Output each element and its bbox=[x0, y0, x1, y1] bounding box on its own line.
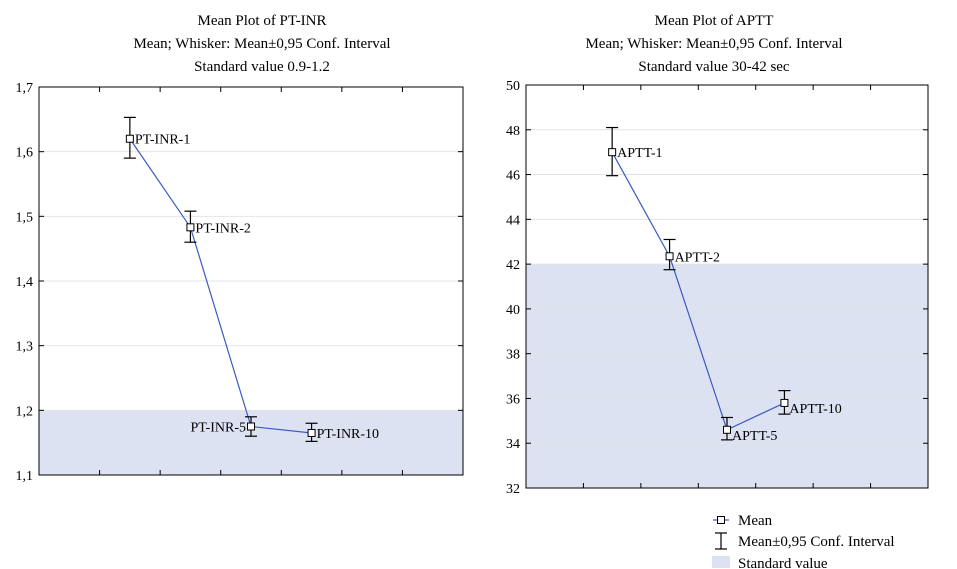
chart-subtitle: Mean; Whisker: Mean±0,95 Conf. Interval bbox=[585, 36, 842, 52]
y-tick-label: 48 bbox=[506, 124, 520, 139]
mean-marker bbox=[247, 422, 255, 431]
y-tick-label: 1,2 bbox=[16, 404, 34, 419]
mean-marker bbox=[780, 398, 789, 407]
chart-title: Mean Plot of APTT bbox=[655, 13, 774, 29]
mean-marker bbox=[665, 252, 674, 261]
y-tick-label: 44 bbox=[506, 213, 520, 228]
legend-ci-symbol bbox=[715, 532, 727, 550]
point-label: PT-INR-10 bbox=[317, 427, 380, 442]
y-tick-label: 34 bbox=[506, 437, 520, 452]
y-tick-label: 36 bbox=[506, 392, 520, 407]
chart-pt-inr: Mean Plot of PT-INR Mean; Whisker: Mean±… bbox=[16, 13, 464, 484]
chart-title: Mean Plot of PT-INR bbox=[197, 13, 326, 29]
point-label: PT-INR-1 bbox=[135, 133, 191, 148]
point-label: APTT-10 bbox=[789, 402, 841, 417]
plot-frame bbox=[525, 84, 929, 489]
point-label: APTT-1 bbox=[617, 146, 662, 161]
y-tick-label: 1,4 bbox=[16, 275, 34, 290]
y-tick-label: 1,5 bbox=[16, 210, 34, 225]
chart-subtitle: Mean; Whisker: Mean±0,95 Conf. Interval bbox=[133, 36, 390, 52]
y-tick-label: 38 bbox=[506, 348, 520, 363]
y-tick-label: 32 bbox=[506, 482, 520, 497]
chart-standard-note: Standard value 0.9-1.2 bbox=[194, 59, 330, 75]
standard-value-band bbox=[526, 264, 928, 488]
y-tick-label: 1,7 bbox=[16, 81, 34, 96]
mean-marker bbox=[186, 223, 195, 232]
plot-area-aptt: 32 34 36 38 40 42 44 46 48 50 APTT-1 APTT-2 APTT-5 AP… bbox=[506, 79, 929, 497]
y-tick-label: 50 bbox=[506, 79, 520, 94]
series-mean-line bbox=[611, 151, 785, 431]
y-tick-label: 1,1 bbox=[16, 469, 34, 484]
y-tick-label: 42 bbox=[506, 258, 520, 273]
mean-marker bbox=[125, 134, 134, 143]
legend-band-swatch bbox=[712, 556, 730, 568]
y-tick-label: 1,3 bbox=[16, 340, 34, 355]
legend-mean-symbol bbox=[713, 516, 729, 524]
point-label: PT-INR-5 bbox=[191, 421, 247, 436]
chart-standard-note: Standard value 30-42 sec bbox=[638, 59, 790, 75]
point-label: APTT-2 bbox=[675, 250, 720, 265]
mean-marker bbox=[723, 425, 731, 434]
legend-ci-label: Mean±0,95 Conf. Interval bbox=[738, 534, 895, 550]
chart-aptt: Mean Plot of APTT Mean; Whisker: Mean±0,… bbox=[506, 13, 929, 497]
point-label: PT-INR-2 bbox=[195, 221, 251, 236]
y-tick-label: 40 bbox=[506, 303, 520, 318]
point-label: APTT-5 bbox=[732, 429, 777, 444]
y-tick-label: 1,6 bbox=[16, 146, 34, 161]
y-tick-label: 46 bbox=[506, 169, 520, 184]
series-mean-line bbox=[129, 138, 312, 434]
mean-marker bbox=[307, 428, 316, 437]
mean-marker bbox=[608, 148, 617, 157]
legend-mean-label: Mean bbox=[738, 513, 773, 529]
plot-area-pt-inr: 1,1 1,2 1,3 1,4 1,5 1,6 1,7 PT-INR-1 PT-INR-2 PT-… bbox=[16, 81, 464, 484]
legend: Mean Mean±0,95 Conf. Interval Standard v… bbox=[712, 513, 895, 569]
legend-band-label: Standard value bbox=[738, 556, 828, 569]
